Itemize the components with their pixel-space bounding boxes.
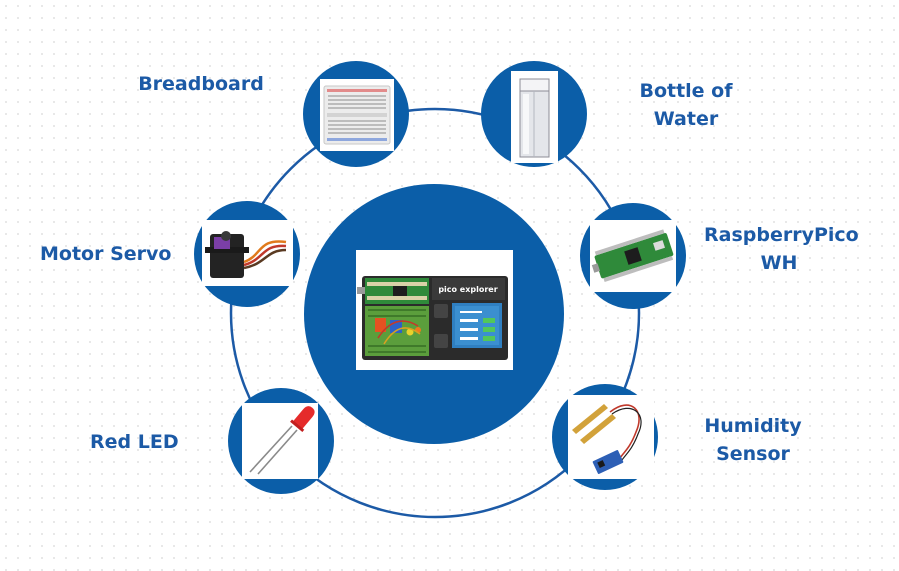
led-label: Red LED [90,428,179,456]
pico-node [580,203,686,309]
led-label-line: Red LED [90,431,179,453]
center-hub: pico explorer [304,184,564,444]
red-led-image [249,406,315,475]
servo-label: Motor Servo [40,240,172,268]
humidity-label-line-1: Humidity [704,415,802,437]
pico-label-line-2: WH [760,252,798,274]
breadboard-label: Breadboard [138,70,264,98]
humidity-node [552,384,658,490]
led-node [228,388,334,494]
pico-label-line-1: RaspberryPico [704,224,859,246]
connection-ring [229,107,641,519]
servo-motor-image [205,231,287,278]
board-brand-text: pico explorer [438,285,497,294]
breadboard-label-line: Breadboard [138,73,264,95]
bottle-label: Bottle of Water [628,77,744,133]
servo-node [194,201,300,307]
pico-explorer-board-image: pico explorer [357,276,508,360]
breadboard-node [303,61,409,167]
servo-label-line: Motor Servo [40,243,172,265]
pico-board-image [591,229,674,283]
bottle-label-line-1: Bottle of [639,80,733,102]
pico-label: RaspberryPico WH [704,221,859,277]
humidity-label: Humidity Sensor [700,412,806,468]
bottle-label-line-2: Water [653,108,719,130]
humidity-sensor-image [572,404,642,474]
bottle-image [519,78,550,158]
breadboard-image [323,85,391,145]
humidity-label-line-2: Sensor [716,443,790,465]
bottle-node [481,61,587,167]
